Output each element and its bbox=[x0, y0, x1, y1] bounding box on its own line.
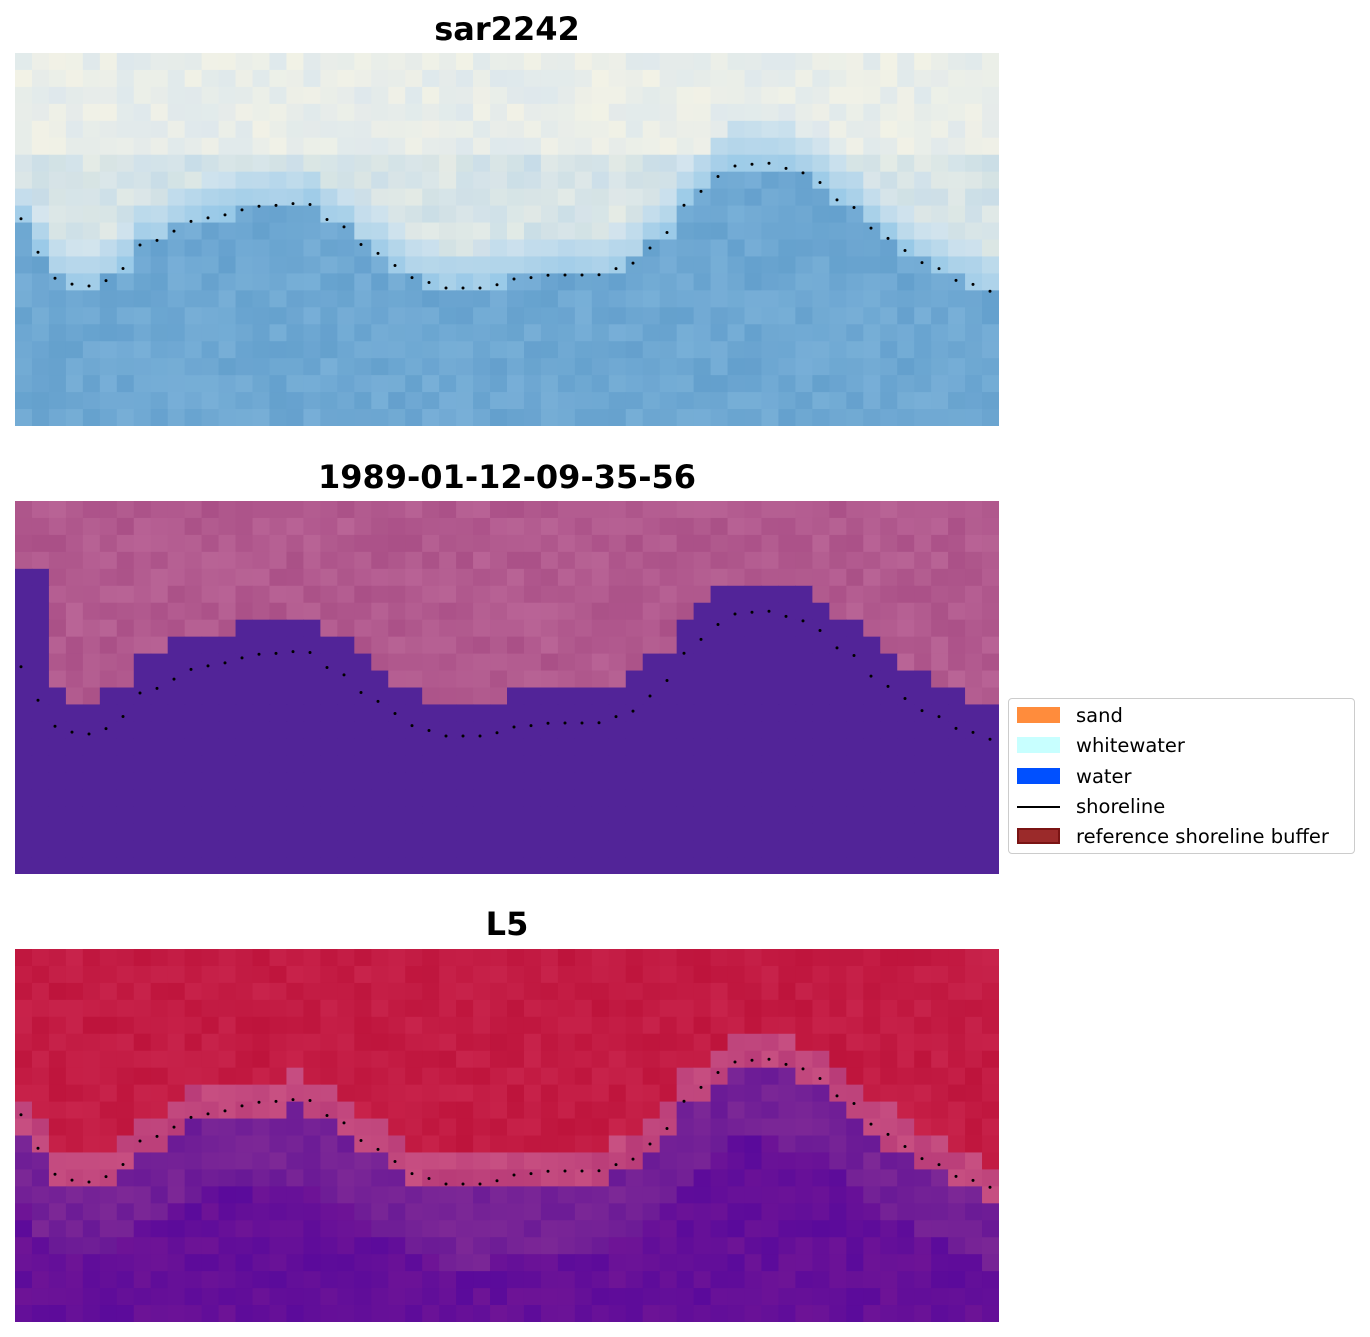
legend-item-reference-buffer: reference shoreline buffer bbox=[1009, 826, 1354, 856]
panel-title-classification: 1989-01-12-09-35-56 bbox=[317, 458, 697, 496]
reference-buffer-swatch bbox=[1017, 828, 1060, 845]
legend-label: shoreline bbox=[1076, 794, 1166, 818]
shoreline-dots bbox=[19, 1057, 992, 1189]
legend-item-whitewater: whitewater bbox=[1009, 735, 1354, 765]
legend-item-sand: sand bbox=[1009, 705, 1354, 735]
whitewater-swatch bbox=[1017, 737, 1060, 754]
legend-item-water: water bbox=[1009, 764, 1354, 796]
legend-label: whitewater bbox=[1076, 734, 1185, 758]
legend-label: reference shoreline buffer bbox=[1076, 825, 1329, 849]
classification-image-panel bbox=[15, 501, 999, 874]
legend-label: water bbox=[1076, 764, 1132, 788]
sand-swatch bbox=[1017, 707, 1060, 723]
panel-title-index: L5 bbox=[485, 905, 529, 943]
index-image-panel bbox=[15, 949, 999, 1322]
shoreline-dots bbox=[19, 609, 992, 741]
water-swatch bbox=[1017, 767, 1060, 784]
shoreline-dots bbox=[19, 161, 992, 293]
shoreline-line-swatch bbox=[1017, 805, 1060, 808]
legend-item-shoreline: shoreline bbox=[1009, 794, 1354, 826]
panel-title-rgb: sar2242 bbox=[434, 10, 580, 48]
legend: sand whitewater water shoreline referenc… bbox=[1008, 698, 1355, 854]
legend-label: sand bbox=[1076, 704, 1123, 727]
rgb-image-panel bbox=[15, 53, 999, 426]
